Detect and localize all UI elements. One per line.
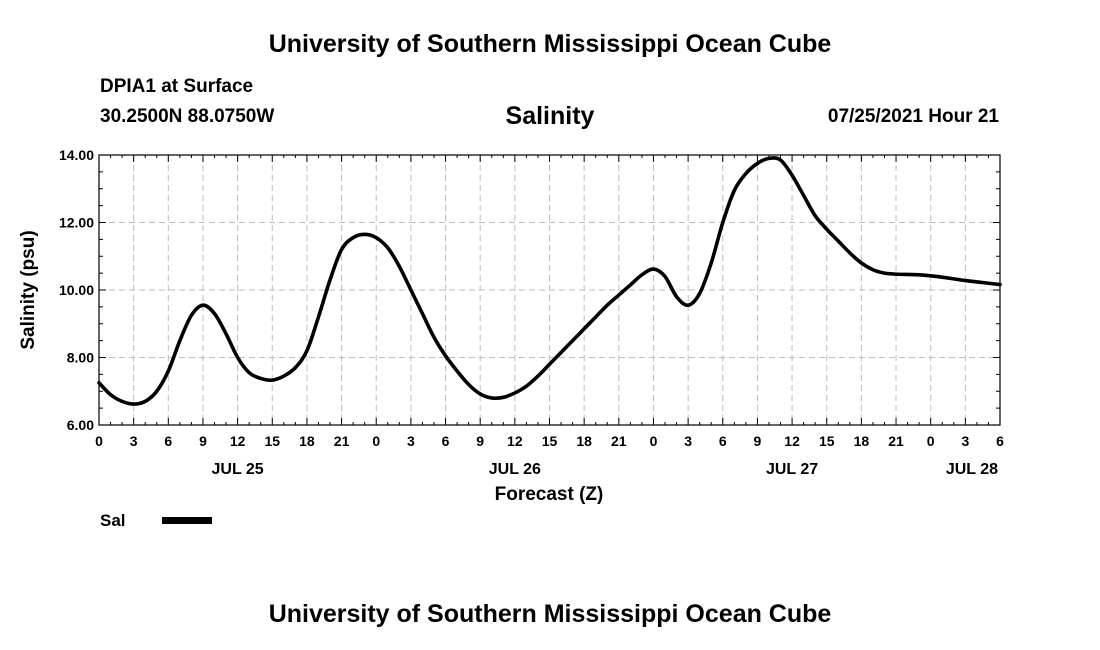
y-tick-label: 12.00	[59, 215, 94, 231]
date-label: JUL 26	[489, 461, 541, 478]
forecast-datetime: 07/25/2021 Hour 21	[827, 106, 999, 127]
y-tick-label: 6.00	[67, 417, 94, 433]
y-tick-label: 14.00	[59, 147, 94, 163]
legend-label-sal: Sal	[100, 511, 126, 530]
axis-labels: 0 3 6 9 12 15 18 21 0 3 6 9 12 15 18 21 0 3 6 9 12 15 18 21 0 3 6 6…	[59, 147, 1004, 478]
date-label: JUL 25	[212, 461, 264, 478]
x-tick-label: 12	[230, 433, 246, 449]
x-tick-label: 3	[407, 433, 415, 449]
x-tick-label: 6	[164, 433, 172, 449]
station-coordinates: 30.2500N 88.0750W	[100, 106, 275, 127]
x-tick-label: 12	[507, 433, 523, 449]
x-tick-label: 9	[476, 433, 484, 449]
page-title: University of Southern Mississippi Ocean…	[268, 30, 832, 58]
x-tick-label: 6	[996, 433, 1004, 449]
y-tick-label: 10.00	[59, 282, 94, 298]
x-tick-label: 18	[576, 433, 592, 449]
x-tick-label: 21	[334, 433, 350, 449]
x-tick-label: 15	[819, 433, 835, 449]
x-tick-label: 6	[442, 433, 450, 449]
footer-title: University of Southern Mississippi Ocean…	[268, 600, 832, 628]
x-tick-label: 0	[650, 433, 658, 449]
x-tick-label: 15	[264, 433, 280, 449]
axis-ticks	[98, 154, 1001, 426]
x-tick-label: 3	[130, 433, 138, 449]
x-tick-label: 18	[299, 433, 315, 449]
x-tick-label: 21	[611, 433, 627, 449]
x-axis-title: Forecast (Z)	[495, 484, 604, 505]
x-tick-label: 9	[754, 433, 762, 449]
grid-lines	[99, 155, 1000, 425]
chart-title: Salinity	[505, 102, 595, 130]
x-tick-label: 0	[95, 433, 103, 449]
date-label: JUL 27	[766, 461, 818, 478]
series-line-sal	[97, 156, 1002, 406]
y-axis-title: Salinity (psu)	[18, 230, 39, 349]
station-label: DPIA1 at Surface	[100, 76, 254, 97]
date-label: JUL 28	[946, 461, 998, 478]
x-tick-label: 21	[888, 433, 904, 449]
x-tick-label: 18	[854, 433, 870, 449]
x-tick-label: 0	[372, 433, 380, 449]
y-tick-label: 8.00	[67, 350, 94, 366]
x-tick-label: 3	[961, 433, 969, 449]
x-tick-label: 0	[927, 433, 935, 449]
legend-swatch-sal	[162, 517, 212, 524]
x-tick-label: 3	[684, 433, 692, 449]
x-tick-label: 12	[784, 433, 800, 449]
x-tick-label: 15	[542, 433, 558, 449]
x-tick-label: 9	[199, 433, 207, 449]
x-tick-label: 6	[719, 433, 727, 449]
